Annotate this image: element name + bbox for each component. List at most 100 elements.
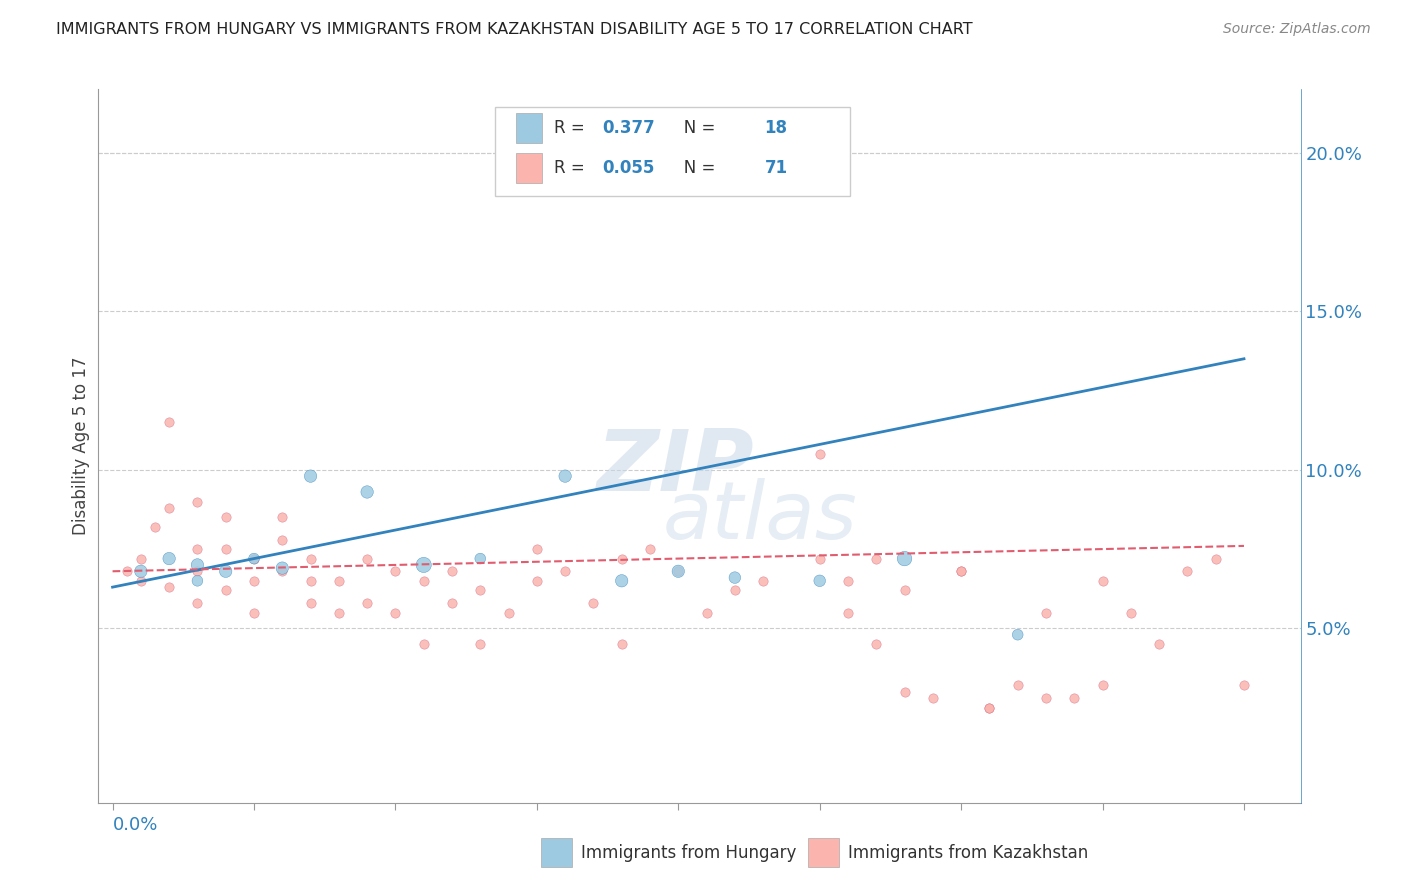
Text: 0.055: 0.055 <box>602 159 654 177</box>
Point <box>696 606 718 620</box>
Point <box>893 551 915 566</box>
Point <box>1035 606 1057 620</box>
Point <box>837 574 859 588</box>
Text: R =: R = <box>554 120 591 137</box>
Text: atlas: atlas <box>662 478 858 557</box>
Point <box>243 551 266 566</box>
Point <box>666 564 689 578</box>
Point <box>498 606 520 620</box>
Point <box>215 583 238 598</box>
Point <box>440 564 463 578</box>
Point <box>129 551 152 566</box>
Point <box>724 571 747 585</box>
FancyBboxPatch shape <box>516 153 541 183</box>
Point <box>129 574 152 588</box>
Point <box>356 551 378 566</box>
Point <box>950 564 973 578</box>
Point <box>243 606 266 620</box>
Text: Immigrants from Kazakhstan: Immigrants from Kazakhstan <box>848 844 1088 862</box>
Point <box>186 494 208 508</box>
Point <box>1035 691 1057 706</box>
Point <box>243 574 266 588</box>
FancyBboxPatch shape <box>495 107 849 196</box>
Point <box>271 510 294 524</box>
Point <box>215 564 238 578</box>
Point <box>271 533 294 547</box>
Point <box>638 542 661 557</box>
Point <box>808 551 831 566</box>
Point <box>1063 691 1085 706</box>
Text: N =: N = <box>668 159 721 177</box>
Point <box>186 564 208 578</box>
Point <box>979 700 1001 714</box>
Point <box>412 637 434 651</box>
Y-axis label: Disability Age 5 to 17: Disability Age 5 to 17 <box>72 357 90 535</box>
FancyBboxPatch shape <box>516 113 541 144</box>
Point <box>356 596 378 610</box>
Point <box>666 564 689 578</box>
Point <box>921 691 943 706</box>
Point <box>470 551 492 566</box>
Text: 0.377: 0.377 <box>602 120 655 137</box>
Point <box>979 700 1001 714</box>
Point <box>157 580 180 594</box>
Text: IMMIGRANTS FROM HUNGARY VS IMMIGRANTS FROM KAZAKHSTAN DISABILITY AGE 5 TO 17 COR: IMMIGRANTS FROM HUNGARY VS IMMIGRANTS FR… <box>56 22 973 37</box>
Point <box>215 542 238 557</box>
Point <box>554 564 576 578</box>
Point <box>1233 678 1256 692</box>
Point <box>299 596 322 610</box>
Point <box>950 564 973 578</box>
Point <box>1205 551 1227 566</box>
Point <box>610 637 633 651</box>
Point <box>215 510 238 524</box>
Point <box>1177 564 1199 578</box>
Point <box>1091 678 1114 692</box>
Point <box>808 574 831 588</box>
Text: ZIP: ZIP <box>596 425 754 509</box>
Text: R =: R = <box>554 159 591 177</box>
Text: Immigrants from Hungary: Immigrants from Hungary <box>581 844 796 862</box>
Point <box>186 574 208 588</box>
Point <box>1007 628 1029 642</box>
Point <box>299 574 322 588</box>
Point <box>384 606 406 620</box>
Point <box>865 551 887 566</box>
Point <box>554 469 576 483</box>
Point <box>724 583 747 598</box>
Point <box>893 583 915 598</box>
Text: 71: 71 <box>765 159 787 177</box>
Point <box>186 596 208 610</box>
Text: N =: N = <box>668 120 721 137</box>
Point <box>299 469 322 483</box>
Text: Source: ZipAtlas.com: Source: ZipAtlas.com <box>1223 22 1371 37</box>
Point <box>610 551 633 566</box>
Text: 18: 18 <box>765 120 787 137</box>
Point <box>440 596 463 610</box>
Point <box>157 415 180 429</box>
Point <box>1091 574 1114 588</box>
Point <box>412 558 434 572</box>
Point <box>582 596 605 610</box>
Point <box>299 551 322 566</box>
Point <box>115 564 138 578</box>
Point <box>328 606 350 620</box>
Point <box>1007 678 1029 692</box>
Point <box>752 574 775 588</box>
Point <box>470 583 492 598</box>
Point <box>526 542 548 557</box>
Point <box>412 574 434 588</box>
Point <box>865 637 887 651</box>
Point <box>186 558 208 572</box>
Point <box>143 520 166 534</box>
Point <box>328 574 350 588</box>
Point <box>356 485 378 500</box>
Point <box>157 551 180 566</box>
Point <box>1119 606 1142 620</box>
Text: 0.0%: 0.0% <box>112 815 157 834</box>
Point <box>157 500 180 515</box>
Point <box>610 574 633 588</box>
Point <box>271 564 294 578</box>
Point <box>271 561 294 575</box>
Point <box>1147 637 1170 651</box>
Point <box>129 564 152 578</box>
